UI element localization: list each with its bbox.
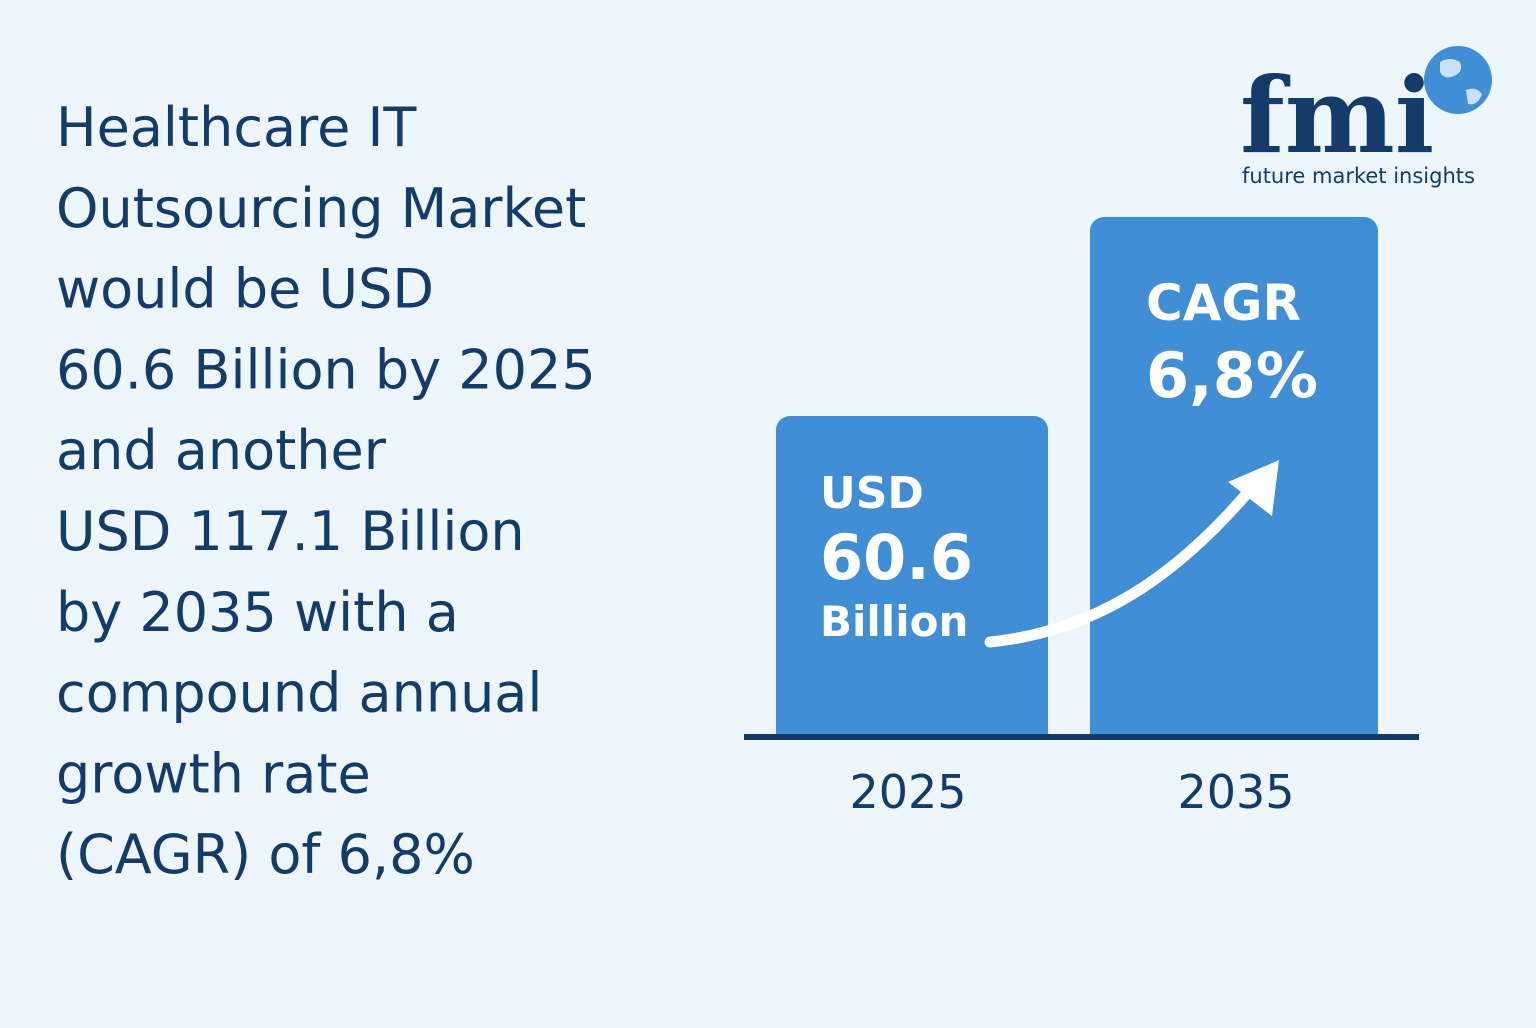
year-label: 2035 [1177, 765, 1294, 819]
headline-line: by 2035 with a [56, 581, 459, 644]
logo-globe-land [1440, 59, 1482, 105]
bar-label: Billion [820, 597, 968, 646]
baseline [744, 734, 1419, 740]
bar-2035 [1090, 217, 1378, 737]
bar-label: 60.6 [820, 521, 973, 594]
headline-line: 60.6 Billion by 2025 [56, 338, 596, 401]
headline-line: (CAGR) of 6,8% [56, 823, 475, 886]
logo-name: future market insights [1242, 164, 1475, 188]
year-label: 2025 [849, 765, 966, 819]
headline-line: USD 117.1 Billion [56, 500, 525, 563]
headline-line: growth rate [56, 742, 371, 805]
growth-arrow-head [1228, 460, 1279, 516]
bar-label: CAGR [1146, 274, 1301, 332]
bar-2025 [776, 416, 1048, 737]
headline-line: Healthcare IT [56, 96, 417, 159]
growth-arrow [984, 484, 1256, 648]
headline-line: compound annual [56, 662, 542, 725]
logo-mark: fmi [1240, 54, 1434, 177]
headline-line: Outsourcing Market [56, 177, 586, 240]
bar-label: USD [820, 468, 924, 519]
headline-line: would be USD [56, 258, 434, 321]
headline-line: and another [56, 419, 387, 482]
bar-label: 6,8% [1146, 339, 1318, 412]
logo: fmi future market insights [1240, 46, 1492, 188]
headline: Healthcare IT Outsourcing Market would be … [56, 96, 596, 886]
